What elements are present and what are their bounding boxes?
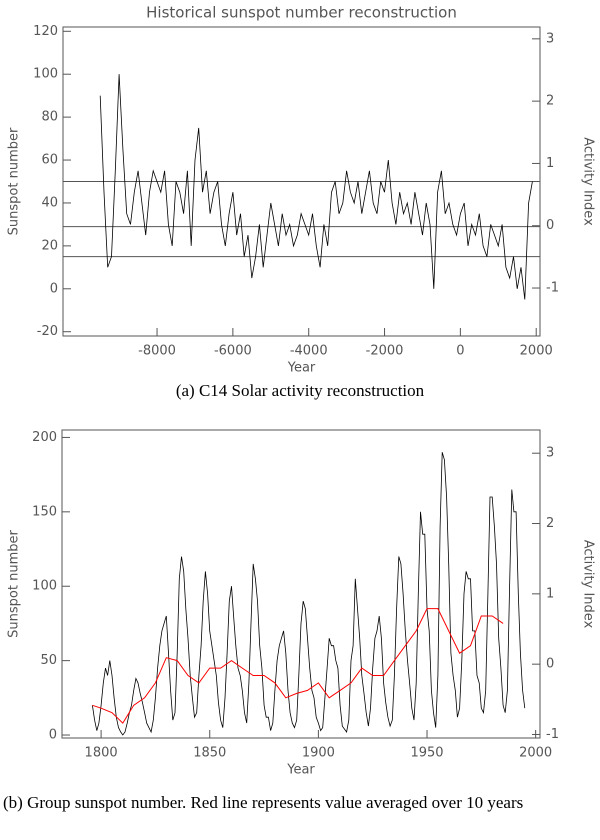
- y2-tick-label: 2: [546, 516, 554, 531]
- caption: (a) C14 Solar activity reconstruction: [175, 381, 425, 400]
- y-axis-label: Sunspot number: [7, 127, 22, 235]
- y-tick-label: 150: [32, 504, 57, 519]
- y-tick-label: 0: [49, 728, 57, 743]
- y-tick-label: 20: [41, 238, 58, 253]
- plot-frame: [61, 429, 541, 739]
- y2-tick-label: 3: [546, 31, 554, 46]
- x-tick-label: 0: [456, 344, 464, 359]
- y2-tick-label: 3: [546, 446, 554, 461]
- y2-axis-label: Activity Index: [581, 137, 596, 226]
- y-tick-label: 100: [33, 67, 58, 82]
- y2-tick-label: 0: [546, 218, 554, 233]
- y2-tick-label: 1: [546, 156, 554, 171]
- y-tick-label: 60: [41, 153, 58, 168]
- x-tick-label: -6000: [214, 344, 252, 359]
- y2-tick-label: -1: [546, 727, 559, 742]
- x-axis-label: Year: [286, 763, 315, 778]
- y2-tick-label: 0: [546, 657, 554, 672]
- y-tick-label: 200: [32, 430, 57, 445]
- x-tick-label: 1950: [410, 746, 443, 761]
- y-tick-label: 100: [32, 579, 57, 594]
- x-tick-label: 2000: [520, 344, 553, 359]
- y-tick-label: 80: [41, 110, 58, 125]
- x-tick-label: 2000: [519, 746, 552, 761]
- data-line: [92, 452, 526, 736]
- x-tick-label: -8000: [138, 344, 176, 359]
- x-tick-label: 1800: [85, 746, 118, 761]
- data-line: [99, 74, 533, 300]
- y2-axis-label: Activity Index: [581, 540, 596, 629]
- x-tick-label: 1850: [193, 746, 226, 761]
- x-tick-label: 1900: [302, 746, 335, 761]
- y-tick-label: -20: [37, 324, 58, 339]
- y2-tick-label: -1: [546, 281, 559, 296]
- chart-title: Historical sunspot number reconstruction: [146, 4, 457, 22]
- y-axis-label: Sunspot number: [7, 530, 22, 638]
- y2-tick-label: 2: [546, 94, 554, 109]
- data-line: [92, 608, 504, 724]
- y-tick-label: 0: [50, 281, 58, 296]
- x-tick-label: -4000: [290, 344, 328, 359]
- y-tick-label: 50: [40, 653, 57, 668]
- y2-tick-label: 1: [546, 586, 554, 601]
- x-tick-label: -2000: [366, 344, 404, 359]
- x-axis-label: Year: [287, 361, 316, 376]
- caption: (b) Group sunspot number. Red line repre…: [3, 793, 524, 812]
- y-tick-label: 120: [33, 24, 58, 39]
- y-tick-label: 40: [41, 195, 58, 210]
